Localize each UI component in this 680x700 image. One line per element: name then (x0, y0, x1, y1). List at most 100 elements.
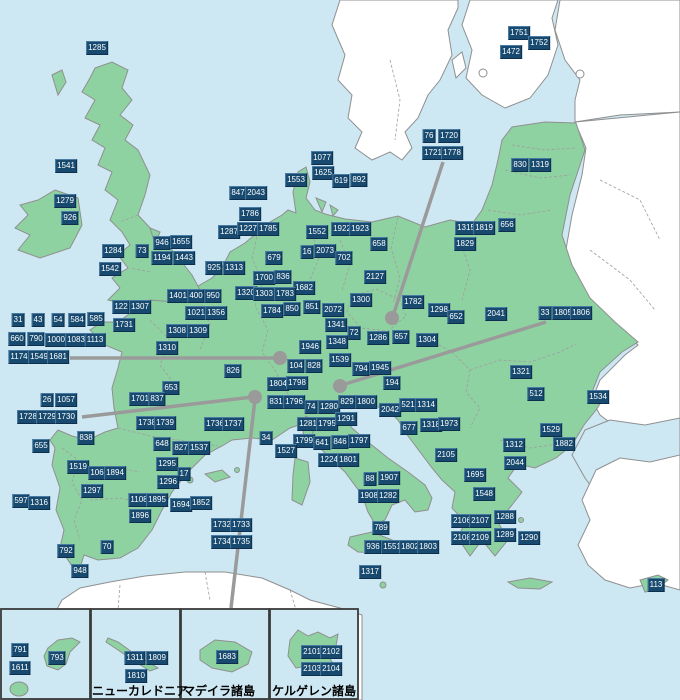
region-label[interactable]: 1895 (146, 493, 168, 507)
region-label[interactable]: 521 (399, 398, 417, 412)
region-label[interactable]: 1279 (54, 194, 76, 208)
region-label[interactable]: 1077 (311, 151, 333, 165)
region-label[interactable]: 1782 (402, 295, 424, 309)
region-label[interactable]: 76 (422, 129, 436, 143)
region-label[interactable]: 830 (511, 158, 529, 172)
region-label[interactable]: 831 (267, 395, 285, 409)
region-label[interactable]: 950 (204, 289, 222, 303)
region-label[interactable]: 1300 (350, 293, 372, 307)
region-label[interactable]: 1682 (293, 281, 315, 295)
region-label[interactable]: 1534 (587, 390, 609, 404)
region-label[interactable]: 702 (335, 251, 353, 265)
region-label[interactable]: 1806 (570, 306, 592, 320)
region-label[interactable]: 1907 (378, 471, 400, 485)
region-label[interactable]: 1313 (223, 261, 245, 275)
region-label[interactable]: 1786 (239, 207, 261, 221)
region-label[interactable]: 1314 (415, 398, 437, 412)
region-label[interactable]: 847 (229, 186, 247, 200)
region-label[interactable]: 1923 (349, 222, 371, 236)
region-label[interactable]: 1882 (553, 437, 575, 451)
region-label[interactable]: 837 (148, 392, 166, 406)
region-label[interactable]: 54 (51, 313, 65, 327)
region-label[interactable]: 1720 (438, 129, 460, 143)
region-label[interactable]: 1348 (326, 335, 348, 349)
region-label[interactable]: 1289 (494, 528, 516, 542)
region-label[interactable]: 1945 (369, 361, 391, 375)
region-label[interactable]: 838 (77, 431, 95, 445)
region-label[interactable]: 1799 (293, 434, 315, 448)
region-label[interactable]: 794 (352, 362, 370, 376)
region-label[interactable]: 1316 (28, 496, 50, 510)
region-label[interactable]: 1797 (348, 434, 370, 448)
region-label[interactable]: 1284 (102, 244, 124, 258)
region-label[interactable]: 1318 (420, 418, 442, 432)
region-label[interactable]: 1798 (286, 376, 308, 390)
region-label[interactable]: 948 (71, 564, 89, 578)
region-label[interactable]: 850 (283, 302, 301, 316)
region-label[interactable]: 1783 (274, 287, 296, 301)
region-label[interactable]: 926 (61, 211, 79, 225)
region-label[interactable]: 70 (100, 540, 114, 554)
region-label[interactable]: 72 (347, 326, 361, 340)
region-label[interactable]: 1311 (124, 651, 146, 665)
region-label[interactable]: 793 (48, 651, 66, 665)
region-label[interactable]: 1655 (170, 235, 192, 249)
region-label[interactable]: 892 (350, 173, 368, 187)
region-label[interactable]: 1683 (216, 650, 238, 664)
region-label[interactable]: 1829 (454, 237, 476, 251)
region-label[interactable]: 1803 (417, 540, 439, 554)
region-label[interactable]: 1341 (325, 318, 347, 332)
region-label[interactable]: 1896 (129, 509, 151, 523)
region-label[interactable]: 653 (162, 381, 180, 395)
region-label[interactable]: 2073 (314, 244, 336, 258)
region-label[interactable]: 31 (11, 313, 25, 327)
region-label[interactable]: 641 (313, 436, 331, 450)
region-label[interactable]: 1296 (157, 475, 179, 489)
region-label[interactable]: 1317 (359, 565, 381, 579)
region-label[interactable]: 2105 (435, 448, 457, 462)
region-label[interactable]: 1819 (473, 221, 495, 235)
region-label[interactable]: 1295 (156, 457, 178, 471)
region-label[interactable]: 2107 (469, 514, 491, 528)
region-label[interactable]: 1801 (337, 453, 359, 467)
region-label[interactable]: 1733 (230, 518, 252, 532)
region-label[interactable]: 597 (12, 494, 30, 508)
region-label[interactable]: 660 (8, 332, 26, 346)
region-label[interactable]: 1529 (540, 423, 562, 437)
region-label[interactable]: 1541 (55, 159, 77, 173)
region-label[interactable]: 1321 (510, 365, 532, 379)
region-label[interactable]: 925 (205, 261, 223, 275)
region-label[interactable]: 73 (135, 244, 149, 258)
region-label[interactable]: 1315 (455, 221, 477, 235)
region-label[interactable]: 43 (31, 313, 45, 327)
region-label[interactable]: 1778 (441, 146, 463, 160)
region-label[interactable]: 194 (383, 376, 401, 390)
region-label[interactable]: 836 (274, 270, 292, 284)
region-label[interactable]: 1356 (205, 306, 227, 320)
region-label[interactable]: 1611 (9, 661, 31, 675)
region-label[interactable]: 1308 (166, 324, 188, 338)
region-label[interactable]: 648 (153, 437, 171, 451)
region-label[interactable]: 1751 (508, 26, 530, 40)
region-label[interactable]: 1731 (113, 318, 135, 332)
region-label[interactable]: 2109 (469, 531, 491, 545)
region-label[interactable]: 1021 (185, 306, 207, 320)
region-label[interactable]: 1282 (377, 489, 399, 503)
region-label[interactable]: 1694 (170, 498, 192, 512)
region-label[interactable]: 2102 (320, 645, 342, 659)
region-label[interactable]: 1472 (500, 45, 522, 59)
region-label[interactable]: 1527 (275, 444, 297, 458)
region-label[interactable]: 2104 (320, 662, 342, 676)
region-label[interactable]: 1700 (253, 271, 275, 285)
region-label[interactable]: 74 (304, 400, 318, 414)
region-label[interactable]: 1310 (156, 341, 178, 355)
region-label[interactable]: 1894 (104, 466, 126, 480)
region-label[interactable]: 1785 (257, 222, 279, 236)
region-label[interactable]: 1401 (167, 289, 189, 303)
region-label[interactable]: 791 (11, 643, 29, 657)
region-label[interactable]: 26 (40, 393, 54, 407)
region-label[interactable]: 828 (305, 359, 323, 373)
region-label[interactable]: 652 (447, 310, 465, 324)
region-label[interactable]: 827 (172, 441, 190, 455)
region-label[interactable]: 1681 (47, 350, 69, 364)
